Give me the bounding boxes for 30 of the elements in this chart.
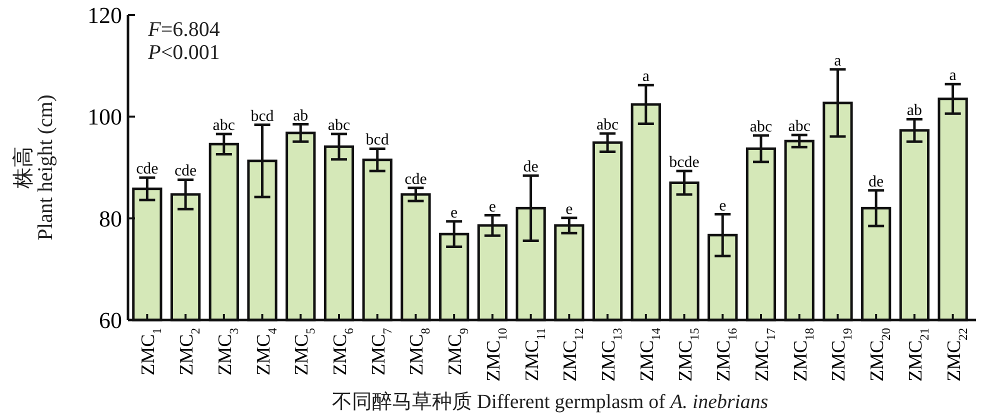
- annotation: P<0.001: [147, 40, 220, 64]
- data-label: abc: [596, 116, 619, 134]
- data-label: bcde: [669, 154, 700, 172]
- y-tick-label: 120: [88, 3, 122, 28]
- data-label: a: [642, 68, 650, 86]
- annotation: F=6.804: [147, 17, 220, 41]
- data-label: abc: [212, 116, 236, 134]
- data-label: de: [868, 173, 884, 190]
- data-label: cde: [404, 170, 427, 188]
- data-label: a: [834, 52, 842, 70]
- data-label: a: [949, 67, 956, 84]
- data-label: abc: [750, 118, 772, 136]
- y-axis-title: 株高 Plant height (cm): [11, 94, 57, 240]
- data-label: bcd: [366, 132, 389, 149]
- data-label: e: [566, 200, 573, 218]
- y-tick-label: 100: [88, 104, 122, 130]
- data-label: cde: [174, 162, 197, 180]
- x-axis-title: 不同醉马草种质 Different germplasm of A. inebrians: [332, 391, 768, 413]
- data-label: abc: [788, 118, 810, 135]
- data-label: ab: [906, 102, 922, 120]
- data-label: ab: [293, 107, 308, 124]
- data-label: e: [488, 198, 496, 216]
- y-tick-label: 60: [99, 308, 122, 333]
- data-label: de: [523, 158, 538, 176]
- y-tick-label: 80: [99, 206, 122, 232]
- data-label: bcd: [250, 108, 274, 125]
- data-label: e: [719, 197, 726, 214]
- data-label: cde: [136, 160, 158, 178]
- data-label: abc: [328, 116, 350, 134]
- data-label: e: [450, 204, 458, 222]
